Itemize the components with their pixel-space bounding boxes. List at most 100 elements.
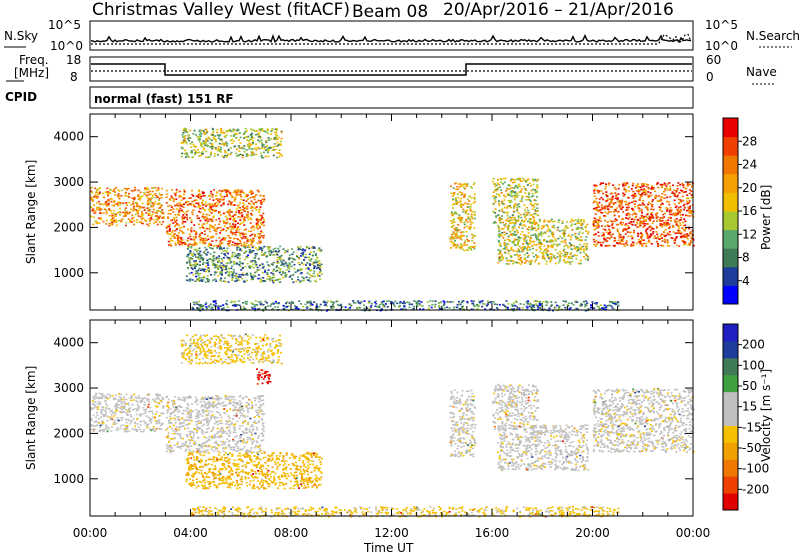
freq-tick-top: 18 bbox=[66, 53, 81, 67]
freq-panel: Freq. [MHz] 18 8 60 0 Nave bbox=[6, 53, 777, 85]
velocity-ylabel: Slant Range [km] bbox=[24, 366, 38, 470]
power-panel: 1000 2000 3000 4000 Slant Range [km] 4 8 12 16… bbox=[24, 113, 773, 312]
echo-region bbox=[90, 186, 165, 227]
nsky-panel: N.Sky 10^5 10^0 10^5 10^0 N.Search bbox=[4, 18, 800, 53]
time-tick-label: 04:00 bbox=[173, 526, 208, 540]
power-x-ticks bbox=[89, 114, 694, 310]
echo-region bbox=[492, 177, 540, 225]
echo-region bbox=[256, 368, 272, 385]
echo-region bbox=[592, 182, 695, 248]
time-tick-label: 00:00 bbox=[676, 526, 711, 540]
freq-tick-bottom: 8 bbox=[70, 70, 78, 84]
colorbar-segment bbox=[723, 357, 738, 376]
colorbar-segment bbox=[723, 266, 738, 286]
y-tick-label: 1000 bbox=[53, 472, 84, 486]
colorbar-tick-label: 50 bbox=[742, 379, 757, 393]
echo-region bbox=[165, 394, 266, 454]
nsky-label: N.Sky bbox=[4, 29, 38, 43]
echo-region bbox=[492, 383, 540, 431]
velocity-colorbar: 200 100 50 15 -15 -50 -100 -200 bbox=[722, 323, 769, 511]
colorbar-segment bbox=[723, 118, 738, 138]
y-tick-label: 2000 bbox=[53, 426, 84, 440]
velocity-y-ticks: 1000 2000 3000 4000 bbox=[53, 336, 693, 486]
time-tick-label: 00:00 bbox=[73, 526, 108, 540]
colorbar-segment bbox=[723, 476, 738, 494]
colorbar-tick-label: -15 bbox=[742, 420, 762, 434]
freq-trace bbox=[91, 63, 692, 76]
y-tick-label: 4000 bbox=[53, 336, 84, 350]
echo-region bbox=[180, 333, 283, 365]
nave-tick-top: 60 bbox=[706, 53, 721, 67]
colorbar-segment bbox=[723, 340, 738, 359]
colorbar-tick-label: 16 bbox=[742, 204, 757, 218]
beam-title: Beam 08 bbox=[352, 2, 428, 22]
colorbar-tick-label: 100 bbox=[742, 358, 765, 372]
cpid-text: normal (fast) 151 RF bbox=[94, 92, 234, 106]
cpid-label: CPID bbox=[5, 90, 37, 104]
echo-region bbox=[90, 392, 165, 433]
y-tick-label: 3000 bbox=[53, 175, 84, 189]
colorbar-tick-label: -200 bbox=[742, 482, 769, 496]
echo-region bbox=[185, 451, 324, 490]
time-axis-title: Time UT bbox=[363, 541, 414, 554]
velocity-echo-layer bbox=[90, 333, 695, 518]
velocity-x-ticks bbox=[89, 320, 694, 516]
nave-tick-bottom: 0 bbox=[706, 70, 714, 84]
colorbar-tick-label: 24 bbox=[742, 158, 757, 172]
power-y-ticks: 1000 2000 3000 4000 bbox=[53, 130, 693, 280]
echo-region bbox=[497, 218, 590, 265]
colorbar-tick-label: 200 bbox=[742, 338, 765, 352]
echo-region bbox=[592, 388, 695, 454]
echo-region bbox=[165, 188, 266, 247]
time-tick-label: 08:00 bbox=[274, 526, 309, 540]
station-title: Christmas Valley West (fitACF) bbox=[92, 0, 350, 20]
colorbar-segment bbox=[723, 408, 738, 426]
colorbar-tick-label: 12 bbox=[742, 227, 757, 241]
colorbar-segment bbox=[723, 192, 738, 212]
date-title: 20/Apr/2016 – 21/Apr/2016 bbox=[443, 0, 674, 20]
cpid-panel: CPID normal (fast) 151 RF bbox=[5, 86, 694, 109]
colorbar-segment bbox=[723, 229, 738, 249]
freq-label: Freq. bbox=[19, 53, 49, 67]
power-ylabel: Slant Range [km] bbox=[24, 160, 38, 264]
time-tick-label: 16:00 bbox=[475, 526, 510, 540]
colorbar-segment bbox=[723, 493, 738, 511]
nsearch-trace bbox=[91, 33, 692, 45]
nave-label: Nave bbox=[746, 65, 777, 79]
nsearch-tick-top: 10^5 bbox=[705, 18, 738, 32]
colorbar-segment bbox=[723, 391, 738, 410]
time-tick-label: 20:00 bbox=[575, 526, 610, 540]
echo-region bbox=[185, 245, 323, 284]
echo-region bbox=[449, 182, 477, 252]
colorbar-segment bbox=[723, 155, 738, 175]
echo-region bbox=[180, 127, 283, 159]
nsearch-tick-bottom: 10^0 bbox=[705, 39, 738, 53]
colorbar-segment bbox=[723, 425, 738, 443]
y-tick-label: 4000 bbox=[53, 130, 84, 144]
colorbar-tick-label: -50 bbox=[742, 441, 762, 455]
colorbar-segment bbox=[723, 211, 738, 231]
colorbar-tick-label: 28 bbox=[742, 134, 757, 148]
colorbar-segment bbox=[723, 442, 738, 460]
colorbar-tick-label: 15 bbox=[742, 400, 757, 414]
colorbar-segment bbox=[723, 285, 738, 305]
nsearch-label: N.Search bbox=[746, 29, 800, 43]
colorbar-segment bbox=[723, 374, 738, 393]
colorbar-frame bbox=[722, 323, 739, 511]
colorbar-tick-label: -100 bbox=[742, 462, 769, 476]
colorbar-segment bbox=[723, 248, 738, 268]
time-axis-labels: 00:00 04:00 08:00 12:00 16:00 20:00 00:00 bbox=[73, 526, 711, 540]
y-tick-label: 3000 bbox=[53, 381, 84, 395]
echo-region bbox=[449, 389, 477, 458]
nsky-tick-top: 10^5 bbox=[48, 18, 81, 32]
velocity-colorbar-label: Velocity [m s⁻¹] bbox=[759, 369, 773, 462]
colorbar-tick-label: 20 bbox=[742, 181, 757, 195]
nsky-tick-bottom: 10^0 bbox=[50, 39, 83, 53]
echo-region bbox=[497, 424, 590, 472]
colorbar-tick-label: 8 bbox=[742, 251, 750, 265]
y-tick-label: 2000 bbox=[53, 220, 84, 234]
colorbar-segment bbox=[723, 459, 738, 477]
colorbar-segment bbox=[723, 324, 738, 342]
colorbar-segment bbox=[723, 173, 738, 193]
